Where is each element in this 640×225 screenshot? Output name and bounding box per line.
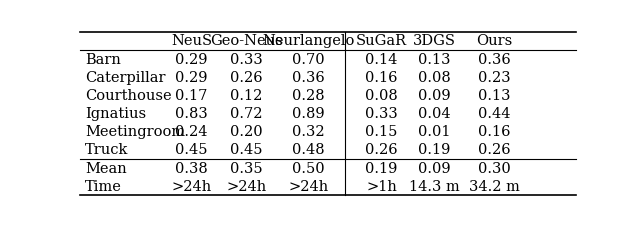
Text: 34.2 m: 34.2 m bbox=[468, 179, 520, 193]
Text: 0.13: 0.13 bbox=[419, 52, 451, 66]
Text: 0.15: 0.15 bbox=[365, 125, 397, 139]
Text: Truck: Truck bbox=[85, 143, 129, 157]
Text: 0.12: 0.12 bbox=[230, 89, 262, 103]
Text: 0.23: 0.23 bbox=[478, 70, 511, 84]
Text: 0.09: 0.09 bbox=[419, 161, 451, 175]
Text: Meetingroom: Meetingroom bbox=[85, 125, 185, 139]
Text: 0.09: 0.09 bbox=[419, 89, 451, 103]
Text: Time: Time bbox=[85, 179, 122, 193]
Text: 0.36: 0.36 bbox=[478, 52, 511, 66]
Text: >1h: >1h bbox=[366, 179, 397, 193]
Text: 0.89: 0.89 bbox=[292, 107, 324, 121]
Text: 0.36: 0.36 bbox=[292, 70, 324, 84]
Text: 0.30: 0.30 bbox=[478, 161, 511, 175]
Text: 0.19: 0.19 bbox=[419, 143, 451, 157]
Text: 0.33: 0.33 bbox=[365, 107, 398, 121]
Text: 0.44: 0.44 bbox=[478, 107, 511, 121]
Text: 0.17: 0.17 bbox=[175, 89, 208, 103]
Text: 0.01: 0.01 bbox=[419, 125, 451, 139]
Text: 3DGS: 3DGS bbox=[413, 34, 456, 48]
Text: 14.3 m: 14.3 m bbox=[409, 179, 460, 193]
Text: >24h: >24h bbox=[226, 179, 266, 193]
Text: 0.19: 0.19 bbox=[365, 161, 397, 175]
Text: Mean: Mean bbox=[85, 161, 127, 175]
Text: 0.38: 0.38 bbox=[175, 161, 208, 175]
Text: Ignatius: Ignatius bbox=[85, 107, 146, 121]
Text: >24h: >24h bbox=[288, 179, 328, 193]
Text: 0.16: 0.16 bbox=[478, 125, 511, 139]
Text: Courthouse: Courthouse bbox=[85, 89, 172, 103]
Text: 0.32: 0.32 bbox=[292, 125, 324, 139]
Text: 0.45: 0.45 bbox=[175, 143, 208, 157]
Text: 0.13: 0.13 bbox=[478, 89, 511, 103]
Text: 0.35: 0.35 bbox=[230, 161, 262, 175]
Text: 0.26: 0.26 bbox=[478, 143, 511, 157]
Text: 0.70: 0.70 bbox=[292, 52, 324, 66]
Text: 0.50: 0.50 bbox=[292, 161, 324, 175]
Text: >24h: >24h bbox=[172, 179, 212, 193]
Text: Caterpillar: Caterpillar bbox=[85, 70, 166, 84]
Text: 0.48: 0.48 bbox=[292, 143, 324, 157]
Text: SuGaR: SuGaR bbox=[356, 34, 407, 48]
Text: Neurlangelo: Neurlangelo bbox=[262, 34, 355, 48]
Text: 0.14: 0.14 bbox=[365, 52, 397, 66]
Text: 0.28: 0.28 bbox=[292, 89, 324, 103]
Text: 0.83: 0.83 bbox=[175, 107, 208, 121]
Text: Ours: Ours bbox=[476, 34, 512, 48]
Text: 0.08: 0.08 bbox=[365, 89, 398, 103]
Text: 0.26: 0.26 bbox=[230, 70, 262, 84]
Text: 0.72: 0.72 bbox=[230, 107, 262, 121]
Text: 0.33: 0.33 bbox=[230, 52, 262, 66]
Text: 0.24: 0.24 bbox=[175, 125, 208, 139]
Text: Geo-Neus: Geo-Neus bbox=[210, 34, 282, 48]
Text: 0.08: 0.08 bbox=[419, 70, 451, 84]
Text: 0.20: 0.20 bbox=[230, 125, 262, 139]
Text: Barn: Barn bbox=[85, 52, 121, 66]
Text: 0.29: 0.29 bbox=[175, 52, 208, 66]
Text: NeuS: NeuS bbox=[171, 34, 212, 48]
Text: 0.04: 0.04 bbox=[419, 107, 451, 121]
Text: 0.29: 0.29 bbox=[175, 70, 208, 84]
Text: 0.16: 0.16 bbox=[365, 70, 398, 84]
Text: 0.26: 0.26 bbox=[365, 143, 398, 157]
Text: 0.45: 0.45 bbox=[230, 143, 262, 157]
